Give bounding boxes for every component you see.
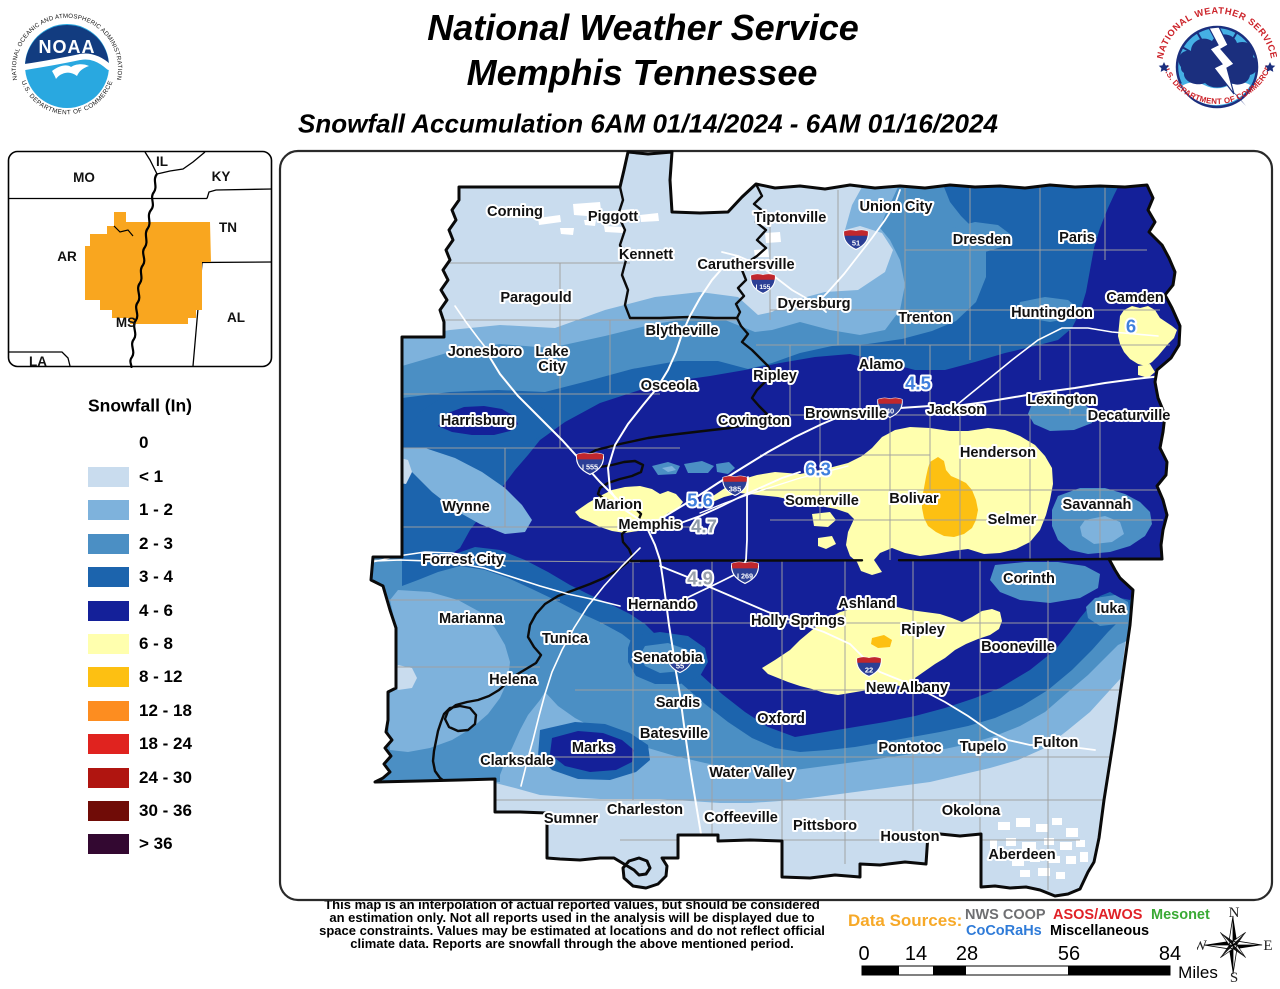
svg-text:Charleston: Charleston [607, 802, 683, 818]
svg-text:Trenton: Trenton [898, 310, 952, 326]
svg-text:Iuka: Iuka [1096, 601, 1126, 617]
svg-text:Jackson: Jackson [927, 402, 985, 418]
svg-text:Jonesboro: Jonesboro [448, 344, 523, 360]
svg-text:4.7: 4.7 [691, 516, 717, 537]
svg-text:Memphis: Memphis [618, 517, 681, 533]
svg-text:Helena: Helena [489, 672, 538, 688]
svg-text:Paragould: Paragould [500, 290, 571, 306]
svg-text:I 269: I 269 [737, 571, 753, 580]
svg-text:Batesville: Batesville [640, 726, 708, 742]
svg-text:TN: TN [219, 220, 237, 235]
svg-text:Coffeeville: Coffeeville [704, 810, 778, 826]
svg-text:KY: KY [212, 169, 231, 184]
svg-text:Lexington: Lexington [1027, 392, 1097, 408]
svg-text:Hernando: Hernando [628, 597, 696, 613]
svg-text:Somerville: Somerville [785, 493, 859, 509]
svg-text:Brownsville: Brownsville [805, 406, 887, 422]
svg-text:Oxford: Oxford [757, 711, 805, 727]
svg-text:4.5: 4.5 [905, 373, 931, 394]
svg-text:Ripley: Ripley [901, 622, 946, 638]
svg-text:Tunica: Tunica [542, 631, 589, 647]
svg-text:Okolona: Okolona [942, 803, 1001, 819]
svg-text:W: W [1197, 938, 1208, 954]
svg-text:LA: LA [29, 354, 47, 368]
svg-text:IL: IL [156, 154, 168, 169]
svg-text:Corning: Corning [487, 204, 543, 220]
svg-text:4.9: 4.9 [687, 568, 713, 589]
svg-text:Holly Springs: Holly Springs [751, 613, 845, 629]
svg-text:Pontotoc: Pontotoc [878, 740, 941, 756]
svg-text:Alamo: Alamo [859, 357, 904, 373]
svg-text:Fulton: Fulton [1034, 735, 1079, 751]
svg-text:22: 22 [865, 665, 873, 674]
svg-text:Corinth: Corinth [1003, 571, 1055, 587]
svg-text:6.3: 6.3 [805, 459, 831, 480]
svg-text:6: 6 [1126, 316, 1136, 337]
svg-text:Wynne: Wynne [442, 499, 490, 515]
svg-text:Ripley: Ripley [753, 368, 798, 384]
svg-text:Marks: Marks [572, 740, 614, 756]
svg-text:N: N [1229, 905, 1240, 921]
svg-text:Osceola: Osceola [641, 378, 699, 394]
svg-text:Lake: Lake [535, 344, 568, 360]
svg-text:Senatobia: Senatobia [633, 650, 704, 666]
svg-text:Savannah: Savannah [1063, 497, 1132, 513]
svg-text:MS: MS [116, 315, 136, 330]
svg-text:40: 40 [886, 406, 894, 415]
svg-text:Decaturville: Decaturville [1088, 408, 1171, 424]
svg-text:Blytheville: Blytheville [646, 323, 719, 339]
svg-text:AR: AR [57, 249, 77, 264]
svg-text:14: 14 [905, 943, 927, 965]
svg-text:E: E [1263, 938, 1272, 954]
svg-text:385: 385 [729, 484, 742, 493]
svg-text:Camden: Camden [1106, 290, 1164, 306]
svg-text:Harrisburg: Harrisburg [441, 413, 516, 429]
svg-text:Henderson: Henderson [960, 445, 1036, 461]
svg-text:Huntingdon: Huntingdon [1011, 305, 1093, 321]
svg-text:AL: AL [227, 310, 245, 325]
svg-text:Piggott: Piggott [588, 209, 638, 225]
svg-text:Kennett: Kennett [619, 247, 673, 263]
svg-text:28: 28 [956, 943, 978, 965]
svg-text:Tupelo: Tupelo [960, 739, 1007, 755]
svg-text:Union City: Union City [860, 199, 934, 215]
svg-text:Forrest City: Forrest City [422, 552, 505, 568]
svg-text:Dresden: Dresden [953, 232, 1011, 248]
svg-text:Caruthersville: Caruthersville [697, 257, 794, 273]
svg-text:Marianna: Marianna [439, 611, 504, 627]
svg-text:Paris: Paris [1059, 230, 1095, 246]
svg-text:5.6: 5.6 [687, 490, 713, 511]
svg-text:Bolivar: Bolivar [889, 491, 939, 507]
svg-text:I 155: I 155 [756, 284, 771, 291]
svg-text:Marion: Marion [594, 497, 642, 513]
svg-text:MO: MO [73, 170, 95, 185]
svg-text:Booneville: Booneville [981, 639, 1055, 655]
svg-text:Sardis: Sardis [656, 695, 701, 711]
svg-text:51: 51 [852, 238, 860, 247]
svg-text:0: 0 [858, 943, 869, 965]
svg-text:I 555: I 555 [582, 462, 598, 471]
svg-text:City: City [538, 359, 566, 375]
svg-text:Clarksdale: Clarksdale [480, 753, 554, 769]
svg-text:Ashland: Ashland [838, 596, 896, 612]
svg-text:56: 56 [1058, 943, 1080, 965]
svg-text:Pittsboro: Pittsboro [793, 818, 857, 834]
svg-text:Aberdeen: Aberdeen [988, 847, 1055, 863]
svg-text:New Albany: New Albany [866, 680, 949, 696]
svg-text:Dyersburg: Dyersburg [778, 296, 851, 312]
svg-text:84: 84 [1159, 943, 1181, 965]
svg-text:Tiptonville: Tiptonville [754, 210, 827, 226]
svg-text:S: S [1230, 970, 1238, 985]
svg-text:Covington: Covington [718, 413, 790, 429]
svg-text:Sumner: Sumner [544, 811, 599, 827]
svg-text:55: 55 [676, 661, 684, 670]
svg-text:Houston: Houston [880, 829, 939, 845]
svg-text:Miles: Miles [1178, 963, 1218, 982]
svg-text:Water Valley: Water Valley [709, 765, 795, 781]
svg-text:Selmer: Selmer [988, 512, 1037, 528]
svg-text:NOAA: NOAA [39, 37, 96, 57]
